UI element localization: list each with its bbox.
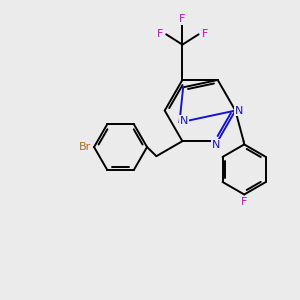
Text: F: F bbox=[179, 14, 186, 24]
Text: N: N bbox=[180, 116, 188, 126]
Text: F: F bbox=[202, 29, 208, 39]
Text: N: N bbox=[235, 106, 243, 116]
Text: F: F bbox=[157, 29, 163, 39]
Text: Br: Br bbox=[79, 142, 91, 152]
Text: F: F bbox=[241, 197, 247, 207]
Text: N: N bbox=[212, 140, 220, 150]
